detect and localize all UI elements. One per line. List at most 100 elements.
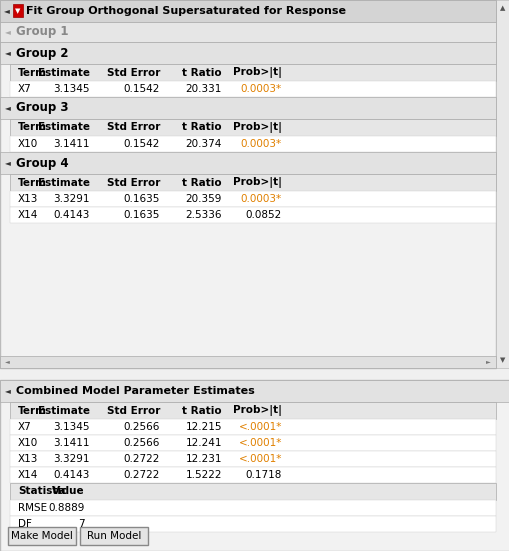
Text: ◄: ◄ — [5, 104, 11, 112]
Text: X10: X10 — [18, 438, 38, 448]
Text: ◄: ◄ — [5, 386, 11, 396]
Bar — [8, 527, 76, 545]
Text: 3.1345: 3.1345 — [53, 422, 90, 432]
Bar — [0, 380, 509, 551]
Bar — [10, 136, 495, 152]
Text: Std Error: Std Error — [106, 406, 160, 415]
Text: 0.0003*: 0.0003* — [240, 139, 281, 149]
Text: Term: Term — [18, 122, 47, 132]
Text: Estimate: Estimate — [38, 68, 90, 78]
Text: t Ratio: t Ratio — [182, 122, 221, 132]
Text: 12.241: 12.241 — [185, 438, 221, 448]
Bar — [10, 119, 495, 136]
Text: ▼: ▼ — [499, 357, 505, 363]
Text: Statistic: Statistic — [18, 487, 67, 496]
Bar — [0, 0, 495, 22]
Text: 0.0003*: 0.0003* — [240, 84, 281, 94]
Text: <.0001*: <.0001* — [238, 422, 281, 432]
Bar — [80, 527, 148, 545]
Text: X10: X10 — [18, 139, 38, 149]
Text: Group 2: Group 2 — [16, 46, 68, 60]
Text: 0.1635: 0.1635 — [123, 210, 160, 220]
Text: Group 1: Group 1 — [16, 25, 68, 39]
Text: 20.374: 20.374 — [185, 139, 221, 149]
Bar — [10, 419, 495, 435]
Text: 0.8889: 0.8889 — [48, 503, 85, 513]
Text: ◄: ◄ — [5, 159, 11, 168]
Bar — [0, 42, 495, 64]
Text: Make Model: Make Model — [11, 531, 73, 541]
Text: ◄: ◄ — [4, 7, 10, 15]
Text: Std Error: Std Error — [106, 68, 160, 78]
Text: Prob>|t|: Prob>|t| — [233, 405, 281, 416]
Text: 0.0003*: 0.0003* — [240, 194, 281, 204]
Bar — [10, 207, 495, 223]
Text: X13: X13 — [18, 194, 38, 204]
Text: Std Error: Std Error — [106, 122, 160, 132]
Bar — [0, 152, 495, 174]
Text: 3.1345: 3.1345 — [53, 84, 90, 94]
Bar — [0, 0, 495, 368]
Bar — [10, 467, 495, 483]
Text: 0.1718: 0.1718 — [245, 470, 281, 480]
Text: 0.1635: 0.1635 — [123, 194, 160, 204]
Text: ◄: ◄ — [5, 28, 11, 36]
Text: Fit Group Orthogonal Supersaturated for Response: Fit Group Orthogonal Supersaturated for … — [26, 6, 345, 16]
Text: Group 3: Group 3 — [16, 101, 68, 115]
Text: Run Model: Run Model — [87, 531, 141, 541]
Text: X14: X14 — [18, 470, 38, 480]
Text: 3.1411: 3.1411 — [53, 438, 90, 448]
Text: 2.5336: 2.5336 — [185, 210, 221, 220]
Text: 0.1542: 0.1542 — [123, 84, 160, 94]
Text: ▲: ▲ — [499, 5, 505, 11]
Text: Combined Model Parameter Estimates: Combined Model Parameter Estimates — [16, 386, 254, 396]
Text: RMSE: RMSE — [18, 503, 47, 513]
Text: 0.2722: 0.2722 — [123, 470, 160, 480]
Bar — [10, 483, 495, 500]
Text: 0.2722: 0.2722 — [123, 454, 160, 464]
Text: 0.4143: 0.4143 — [53, 470, 90, 480]
Bar — [10, 174, 495, 191]
Text: ◄: ◄ — [5, 359, 10, 365]
Text: X14: X14 — [18, 210, 38, 220]
Text: Term: Term — [18, 406, 47, 415]
Text: 0.4143: 0.4143 — [53, 210, 90, 220]
Text: X7: X7 — [18, 422, 32, 432]
Text: 3.3291: 3.3291 — [53, 454, 90, 464]
Text: Group 4: Group 4 — [16, 156, 69, 170]
Text: <.0001*: <.0001* — [238, 454, 281, 464]
Text: Value: Value — [52, 487, 85, 496]
Bar — [0, 356, 495, 368]
Text: 0.2566: 0.2566 — [123, 422, 160, 432]
Bar — [10, 500, 495, 516]
Bar — [10, 402, 495, 419]
Text: 0.0852: 0.0852 — [245, 210, 281, 220]
Bar — [10, 81, 495, 97]
Text: ◄: ◄ — [5, 48, 11, 57]
Text: Estimate: Estimate — [38, 406, 90, 415]
Text: X13: X13 — [18, 454, 38, 464]
Text: Prob>|t|: Prob>|t| — [233, 67, 281, 78]
Text: Term: Term — [18, 68, 47, 78]
Text: 20.359: 20.359 — [185, 194, 221, 204]
Text: t Ratio: t Ratio — [182, 406, 221, 415]
Text: X7: X7 — [18, 84, 32, 94]
Text: 12.215: 12.215 — [185, 422, 221, 432]
Text: Prob>|t|: Prob>|t| — [233, 122, 281, 133]
Bar — [13, 4, 23, 17]
Bar — [10, 64, 495, 81]
Text: <.0001*: <.0001* — [238, 438, 281, 448]
Text: t Ratio: t Ratio — [182, 68, 221, 78]
Bar — [10, 451, 495, 467]
Text: Term: Term — [18, 177, 47, 187]
Text: Estimate: Estimate — [38, 177, 90, 187]
Text: Prob>|t|: Prob>|t| — [233, 177, 281, 188]
Bar — [0, 22, 495, 42]
Bar — [10, 516, 495, 532]
Bar — [0, 380, 509, 402]
Bar — [10, 191, 495, 207]
Text: 1.5222: 1.5222 — [185, 470, 221, 480]
Text: ►: ► — [485, 359, 490, 365]
Bar — [10, 435, 495, 451]
Bar — [0, 97, 495, 119]
